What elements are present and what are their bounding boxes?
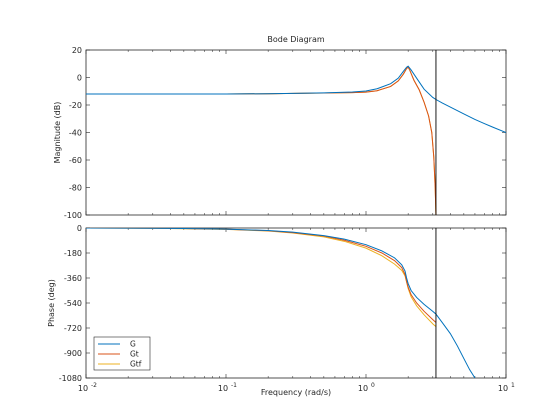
y-tick-label: -180	[64, 249, 82, 258]
y-tick-label: -720	[64, 324, 82, 333]
x-tick-label-base: 10	[78, 384, 88, 393]
y-tick-label: -60	[69, 156, 82, 165]
plot-title: Bode Diagram	[267, 35, 324, 44]
series-line-g	[86, 228, 476, 378]
legend-label-g: G	[130, 340, 136, 349]
legend-label-gtf: Gtf	[130, 360, 142, 369]
x-tick-label-exponent: -2	[91, 382, 97, 389]
y-tick-label: 0	[77, 224, 82, 233]
x-tick-label-exponent: -1	[231, 382, 237, 389]
x-tick-label-base: 10	[358, 384, 368, 393]
magnitude-panel: Bode Diagram Magnitude (dB) 20 0 -20 -40 -60…	[53, 35, 507, 220]
phase-series	[86, 228, 476, 378]
y-tick-label: -20	[69, 101, 82, 110]
y-tick-label: -80	[69, 184, 82, 193]
y-tick-label: -360	[64, 274, 82, 283]
y-tick-label: -900	[64, 349, 82, 358]
x-tick-label-exponent: 0	[371, 382, 375, 389]
magnitude-ylabel: Magnitude (dB)	[53, 102, 62, 164]
x-tick-label-base: 10	[498, 384, 508, 393]
y-tick-label: -100	[64, 211, 82, 220]
x-tick-label-exponent: 1	[511, 382, 515, 389]
legend-label-gt: Gt	[130, 350, 139, 359]
y-tick-label: 0	[77, 74, 82, 83]
series-line-g	[86, 65, 506, 133]
frequency-xlabel: Frequency (rad/s)	[261, 388, 331, 397]
magnitude-series	[86, 65, 506, 215]
y-tick-label: 20	[72, 46, 82, 55]
y-tick-label: -540	[64, 299, 82, 308]
phase-ylabel: Phase (deg)	[47, 279, 56, 327]
y-tick-label: -40	[69, 129, 82, 138]
magnitude-axes-frame	[85, 49, 507, 216]
y-tick-label: -1080	[59, 374, 82, 383]
magnitude-ticks: 20 0 -20 -40 -60 -80 -100	[64, 46, 507, 220]
phase-panel: Phase (deg) Frequency (rad/s) 0 -180 -360 -…	[47, 224, 515, 397]
x-tick-label-base: 10	[218, 384, 228, 393]
